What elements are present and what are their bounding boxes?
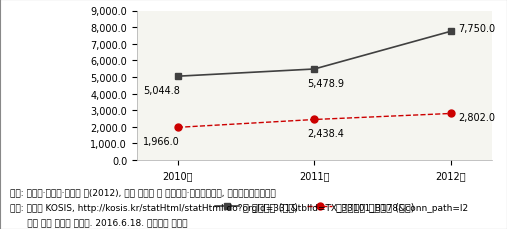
총 결혼비용 (만원) xyxy=(175,76,181,78)
Text: 2,802.0: 2,802.0 xyxy=(458,113,495,123)
Text: 출처: 통계청 KOSIS, http://kosis.kr/statHtml/statHtml.do?orgId=331&tblId=TX_33101_B17: 출처: 통계청 KOSIS, http://kosis.kr/statHtml/… xyxy=(10,203,468,212)
결혼당사자 부담비용 (만원) xyxy=(448,113,454,115)
Text: 1,966.0: 1,966.0 xyxy=(143,136,180,146)
Text: 5,478.9: 5,478.9 xyxy=(307,78,344,88)
Text: 에서 결혼 연도별 수치임. 2016.6.18. 인출하여 재가공: 에서 결혼 연도별 수치임. 2016.6.18. 인출하여 재가공 xyxy=(10,218,188,226)
결혼당사자 부담비용 (만원) xyxy=(311,119,317,121)
총 결혼비용 (만원) xyxy=(311,68,317,71)
Legend: 총 결혼비용 (만원), 결혼당사자 부담비용 (만원): 총 결혼비용 (만원), 결혼당사자 부담비용 (만원) xyxy=(210,198,418,215)
결혼당사자 부담비용 (만원) xyxy=(175,126,181,129)
Text: 5,044.8: 5,044.8 xyxy=(143,85,180,95)
Text: 7,750.0: 7,750.0 xyxy=(458,24,495,34)
Line: 결혼당사자 부담비용 (만원): 결혼당사자 부담비용 (만원) xyxy=(174,111,454,131)
Text: 2,438.4: 2,438.4 xyxy=(307,129,344,139)
총 결혼비용 (만원) xyxy=(448,31,454,33)
Text: 자료: 김승권·김유경·김혜련 외(2012), 전국 출산력 및 가족보건·복지실태조사, 한국보건사회연구원: 자료: 김승권·김유경·김혜련 외(2012), 전국 출산력 및 가족보건·복… xyxy=(10,188,276,197)
Line: 총 결혼비용 (만원): 총 결혼비용 (만원) xyxy=(174,29,454,80)
